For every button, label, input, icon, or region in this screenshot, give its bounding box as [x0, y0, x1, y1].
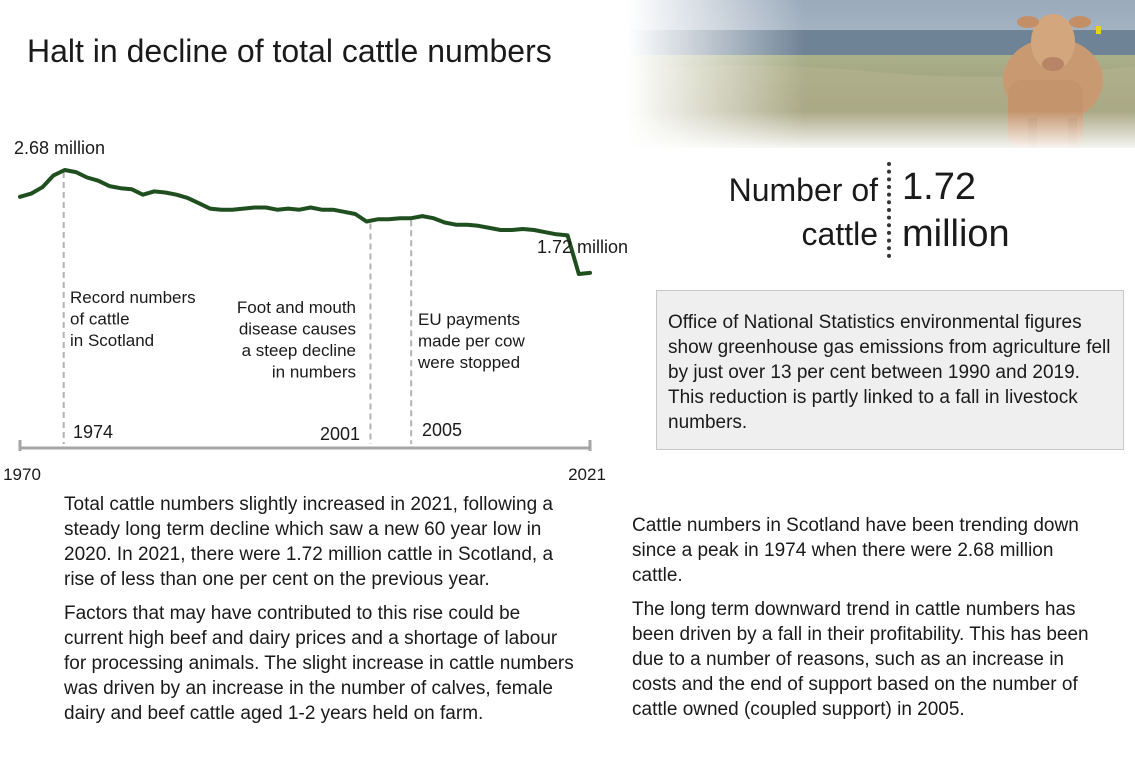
stat-divider — [887, 162, 891, 258]
body-left-paragraph-1: Total cattle numbers slightly increased … — [64, 494, 554, 590]
stat-value: 1.72 million — [902, 166, 1010, 255]
info-box-text: Office of National Statistics environmen… — [668, 312, 1111, 433]
cattle-photo-illustration — [628, 0, 1135, 148]
cattle-photo — [628, 0, 1135, 148]
x-tick-label-end: 2021 — [568, 465, 606, 484]
annotation-year-2005: 2005 — [422, 420, 462, 440]
annotation-text-2005: EU payments made per cow were stopped — [417, 310, 525, 372]
body-right-paragraph-2: The long term downward trend in cattle n… — [632, 599, 1089, 720]
end-value-label: 1.72 million — [537, 237, 628, 257]
page-title: Halt in decline of total cattle numbers — [27, 33, 552, 69]
annotation-year-2001: 2001 — [320, 424, 360, 444]
annotation-text-2001: Foot and mouth disease causes a steep decl… — [237, 298, 356, 382]
cattle-line-chart: 1970 2021 2.68 million 1.72 million Record n… — [0, 130, 640, 490]
ons-info-box: Office of National Statistics environmen… — [656, 290, 1124, 450]
body-right-paragraph-1: Cattle numbers in Scotland have been tre… — [632, 515, 1079, 586]
chart-svg: 1970 2021 2.68 million 1.72 million Record n… — [3, 138, 628, 484]
annotation-text-1974: Record numbers of cattle in Scotland — [70, 288, 196, 350]
stat-label: Number of cattle — [728, 172, 878, 252]
x-tick-label-start: 1970 — [3, 465, 41, 484]
body-text-left: Total cattle numbers slightly increased … — [64, 492, 584, 735]
cattle-numbers-line — [18, 168, 592, 276]
peak-value-label: 2.68 million — [14, 138, 105, 158]
body-left-paragraph-2: Factors that may have contributed to thi… — [64, 603, 574, 724]
cattle-count-stat: Number of cattle 1.72 million — [729, 160, 1040, 260]
body-text-right: Cattle numbers in Scotland have been tre… — [632, 513, 1102, 731]
annotation-year-1974: 1974 — [73, 422, 113, 442]
